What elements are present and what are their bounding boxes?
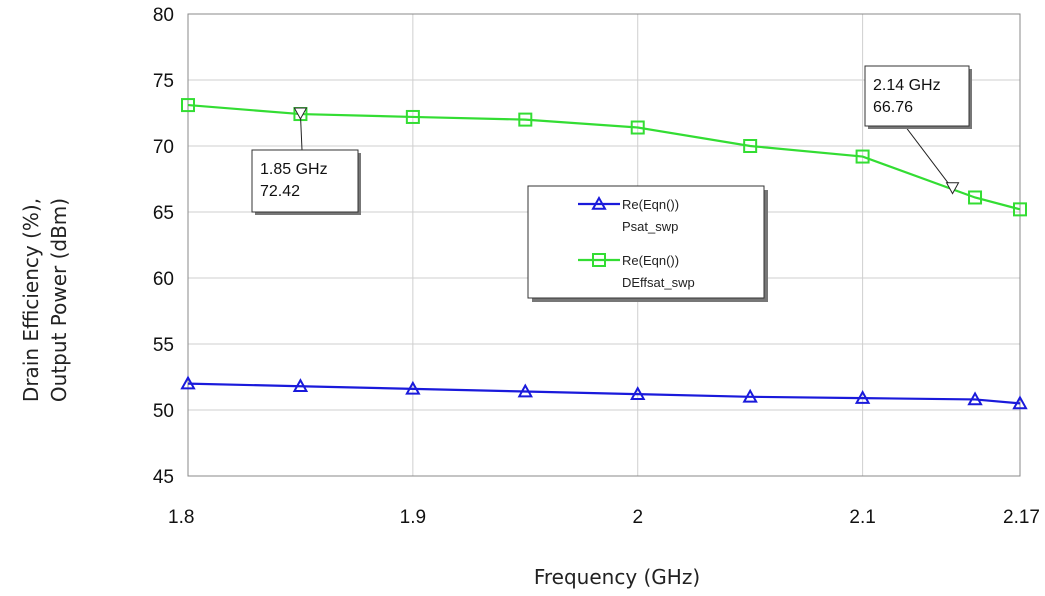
- data-point-marker: [180, 375, 196, 390]
- y-tick-label: 60: [153, 269, 174, 290]
- legend-marker: [591, 195, 607, 210]
- data-point-marker: [181, 98, 195, 113]
- annotation-text: 2.14 GHz: [873, 77, 941, 94]
- y-tick-label: 80: [153, 5, 174, 26]
- y-tick-label: 50: [153, 401, 174, 422]
- data-point-marker: [855, 149, 870, 164]
- data-point-marker: [518, 112, 533, 127]
- data-point-marker: [292, 378, 309, 393]
- legend-series-name: Re(Eqn()): [622, 253, 679, 268]
- annotation-1: 2.14 GHz 66.76: [864, 65, 972, 195]
- annotation-leader: [299, 114, 303, 151]
- legend-entry-0: Re(Eqn()) Psat_swp: [578, 195, 679, 234]
- data-point-marker: [854, 390, 871, 404]
- series-line: [187, 382, 1021, 405]
- x-axis-ticks: 1.8 1.9 2 2.1 2.17: [168, 507, 1040, 528]
- y-axis-label-line-1: Drain Efficiency (%),: [19, 198, 43, 402]
- y-tick-label: 70: [153, 137, 174, 158]
- data-point-marker: [630, 120, 645, 135]
- series-psat-swp: [180, 375, 1028, 410]
- annotation-marker: [945, 182, 960, 195]
- annotation-box: [251, 149, 359, 213]
- annotation-leader: [904, 125, 953, 190]
- y-axis-ticks: 45 50 55 60 65 70 75 80: [153, 5, 174, 488]
- annotation-text: 1.85 GHz: [260, 161, 328, 178]
- legend-marker: [592, 253, 606, 267]
- data-point-marker: [517, 383, 533, 398]
- plot-frame: [187, 13, 1021, 477]
- series-lines: [180, 98, 1028, 410]
- x-axis-label: Frequency (GHz): [534, 565, 700, 589]
- legend-series-subname: DEffsat_swp: [622, 275, 695, 290]
- data-point-marker: [630, 386, 646, 400]
- y-tick-label: 75: [153, 71, 174, 92]
- series-line: [187, 103, 1021, 211]
- y-tick-label: 45: [153, 467, 174, 488]
- data-point-marker: [1012, 395, 1028, 410]
- annotation-text: 72.42: [260, 183, 300, 200]
- data-point-marker: [743, 139, 758, 153]
- legend: Re(Eqn()) Psat_swp Re(Eqn()) DEffsat_swp: [527, 185, 768, 302]
- legend-box: [527, 185, 765, 299]
- data-point-marker: [968, 190, 983, 205]
- series-deffsat-swp: [181, 98, 1027, 217]
- data-point-marker: [967, 391, 983, 406]
- y-axis-label-line-2: Output Power (dBm): [47, 198, 71, 402]
- annotation-text: 66.76: [873, 99, 913, 116]
- annotation-0: 1.85 GHz 72.42: [251, 107, 361, 215]
- data-point-marker: [742, 388, 758, 403]
- y-tick-label: 55: [153, 335, 174, 356]
- data-point-marker: [1013, 202, 1027, 217]
- legend-entry-1: Re(Eqn()) DEffsat_swp: [578, 253, 695, 290]
- annotations: 1.85 GHz 72.42 2.14 GHz 66.76: [251, 65, 972, 215]
- x-tick-label: 2: [632, 507, 643, 528]
- y-tick-label: 65: [153, 203, 174, 224]
- x-tick-label: 1.8: [168, 507, 194, 528]
- annotation-box: [864, 65, 970, 127]
- legend-series-subname: Psat_swp: [622, 219, 678, 234]
- x-tick-label: 2.17: [1003, 507, 1040, 528]
- data-point-marker: [405, 380, 421, 395]
- legend-series-name: Re(Eqn()): [622, 197, 679, 212]
- x-tick-label: 1.9: [400, 507, 426, 528]
- x-tick-label: 2.1: [849, 507, 875, 528]
- data-point-marker: [405, 109, 420, 124]
- annotation-marker: [293, 107, 308, 120]
